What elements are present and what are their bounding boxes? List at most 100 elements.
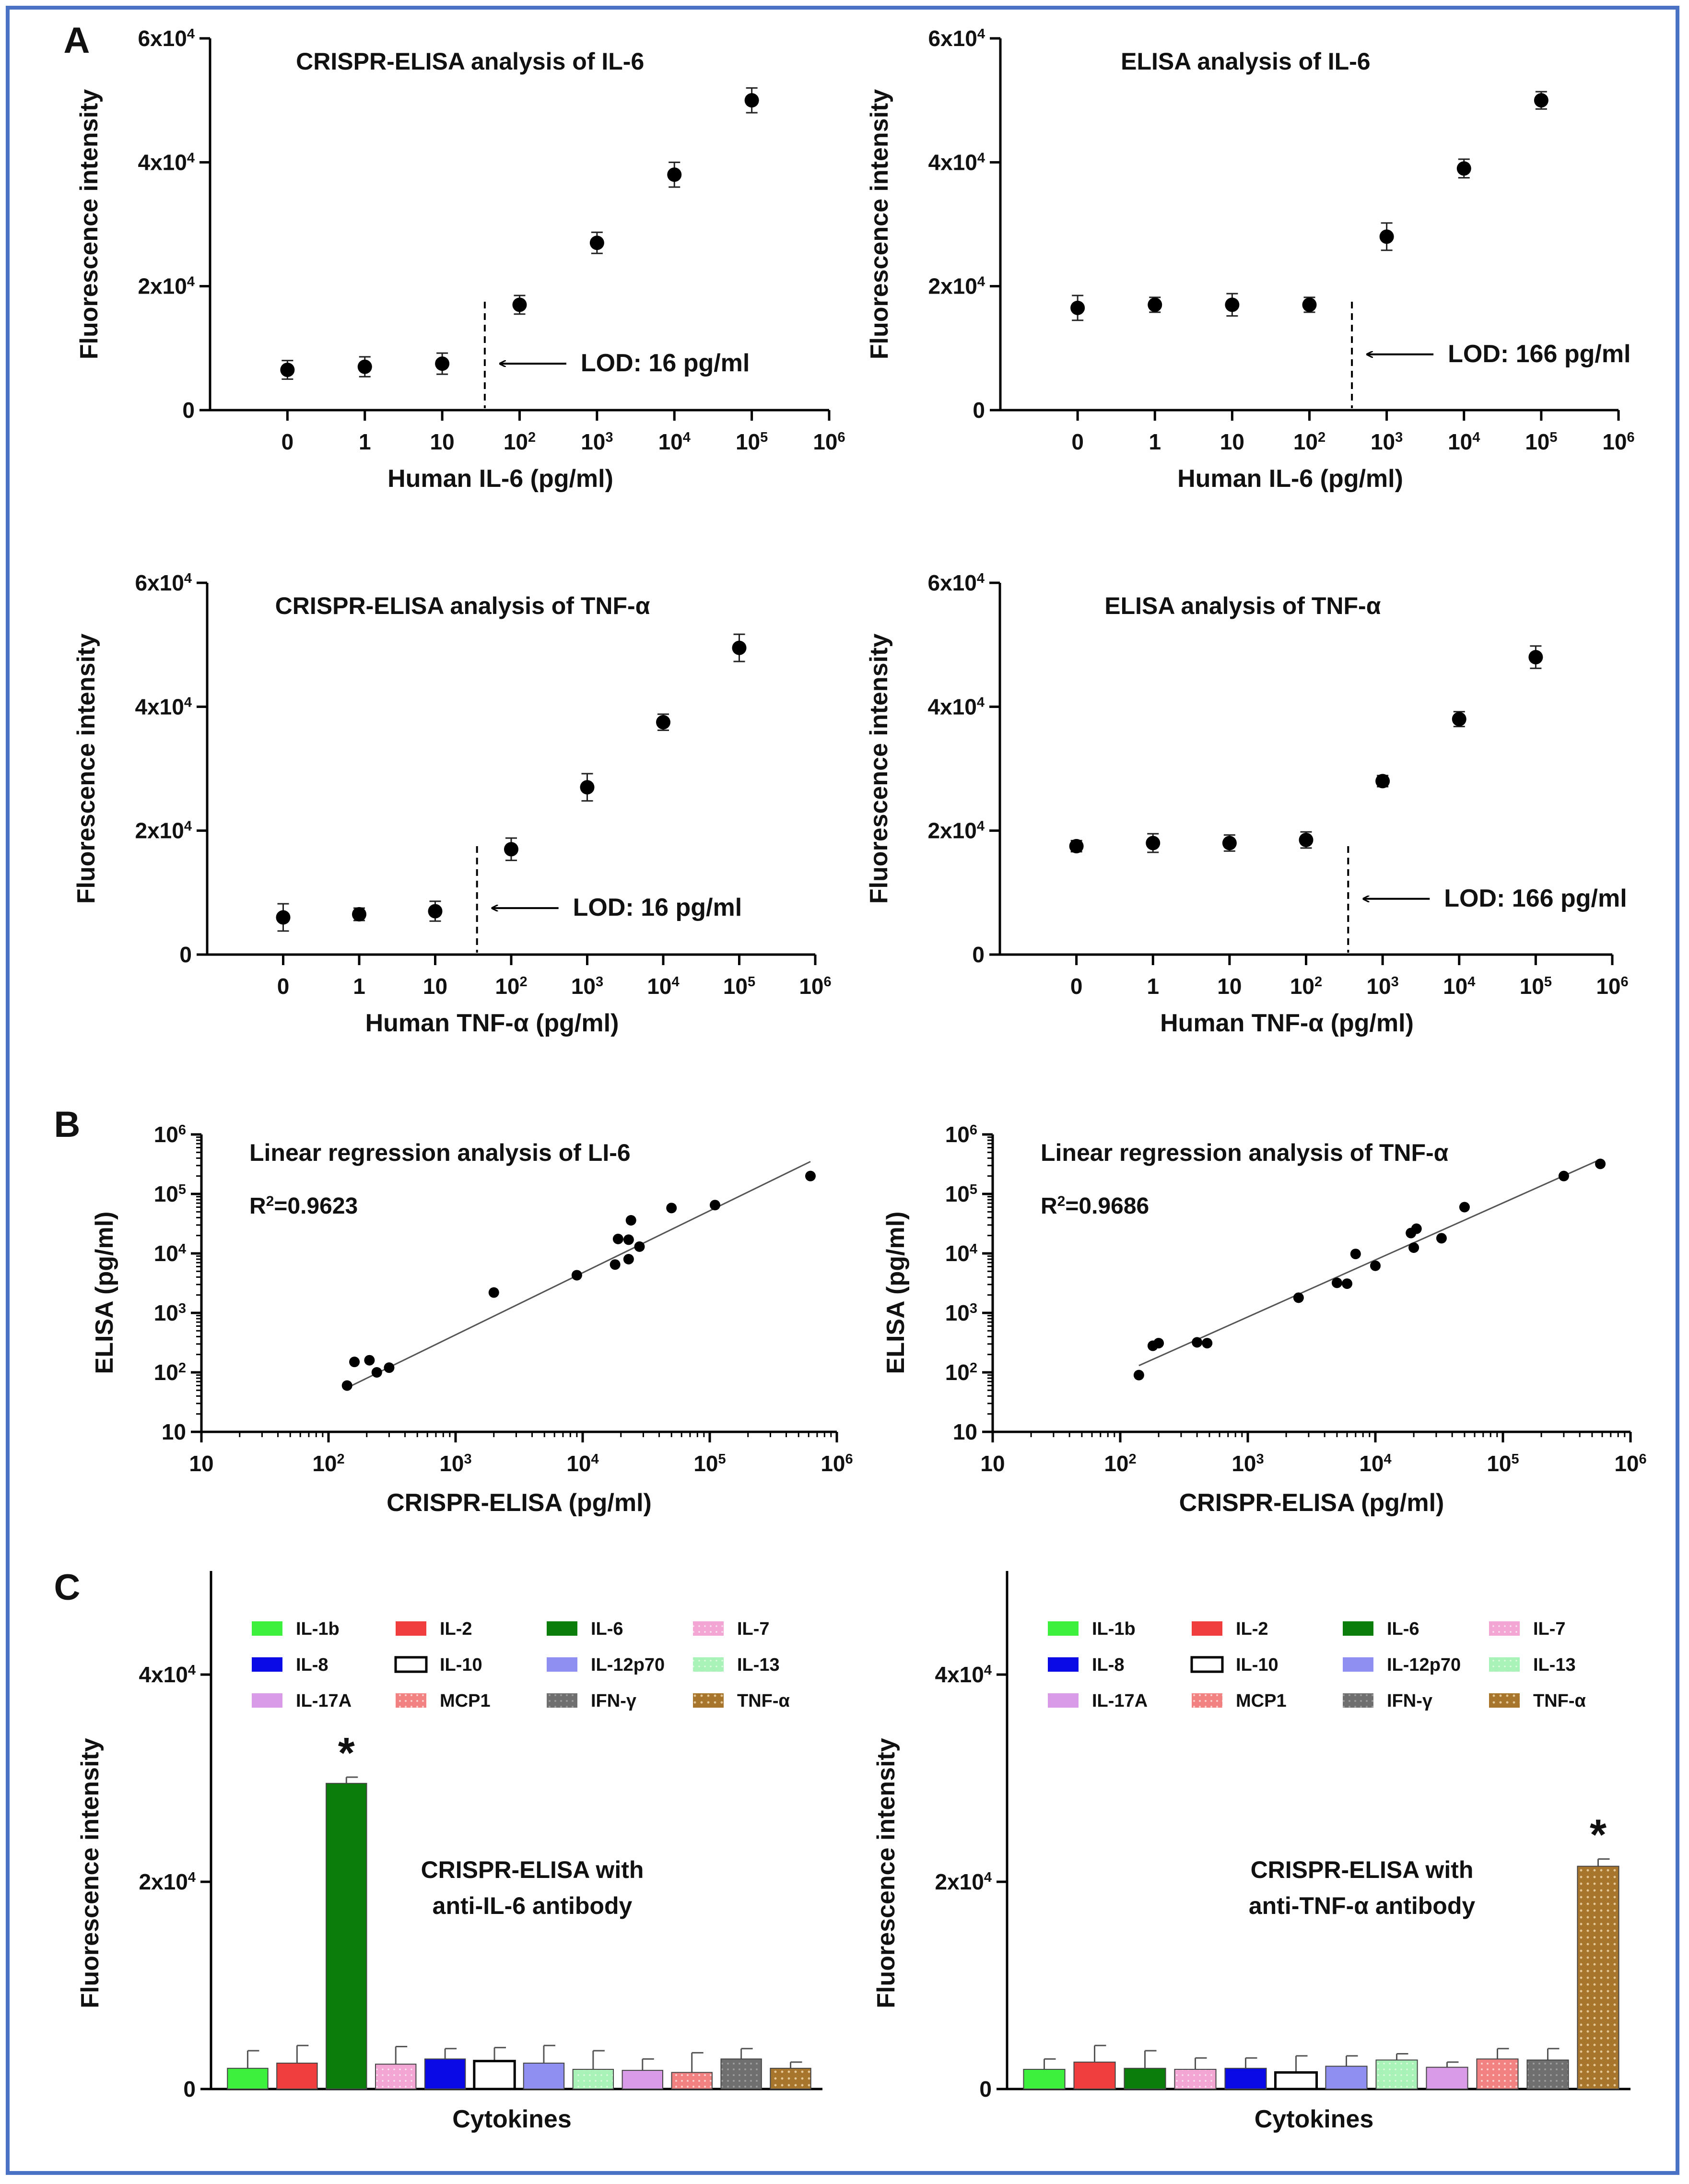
- y-tick-label: 10: [953, 1419, 977, 1444]
- bar-il-13: [1375, 2053, 1418, 2090]
- legend-swatch: [693, 1657, 724, 1672]
- x-tick-label: 10: [1220, 429, 1244, 454]
- x-tick-label: 1: [1147, 974, 1159, 999]
- legend-swatch: [693, 1693, 724, 1708]
- bar-rect: [1174, 2068, 1217, 2090]
- legend-swatch: [1343, 1657, 1373, 1672]
- point-marker: [1222, 836, 1237, 850]
- x-axis-label: Human IL-6 (pg/ml): [1177, 465, 1403, 493]
- y-tick-label: 105: [945, 1181, 977, 1206]
- bar-rect: [276, 2063, 318, 2090]
- legend-item-il-7: IL-7: [1489, 1619, 1566, 1639]
- legend-swatch: [1048, 1693, 1079, 1708]
- x-axis-label: Human IL-6 (pg/ml): [387, 465, 613, 493]
- x-tick-label: 10: [423, 974, 447, 999]
- point-marker: [1225, 297, 1240, 312]
- y-tick-label: 102: [945, 1360, 977, 1385]
- legend-swatch: [396, 1693, 426, 1708]
- data-point: [625, 1215, 636, 1226]
- y-tick-label: 105: [154, 1181, 186, 1206]
- x-tick-label: 105: [736, 429, 768, 454]
- chart-annotation: CRISPR-ELISA with: [1251, 1856, 1474, 1883]
- y-tick-label: 0: [972, 942, 985, 967]
- data-point: [571, 1270, 582, 1281]
- legend-item-ifn-: IFN-γ: [547, 1691, 636, 1711]
- point-marker: [1146, 836, 1161, 850]
- bar-rect: [720, 2058, 762, 2090]
- data-point: [623, 1234, 634, 1245]
- r-squared-label: R2=0.9686: [1041, 1193, 1149, 1219]
- bar-ifn-: [1526, 2048, 1569, 2090]
- x-tick-label: 102: [1104, 1451, 1136, 1476]
- x-tick-label: 104: [566, 1451, 598, 1476]
- data-point: [384, 1362, 395, 1373]
- point-marker: [276, 910, 291, 925]
- y-axis-label: Fluorescence intensity: [866, 89, 893, 360]
- legend-item-il-1b: IL-1b: [1048, 1619, 1136, 1639]
- data-point: [1350, 1249, 1361, 1260]
- chart-c1: 0 2x104 4x104 * IL-1b IL-2 IL-6 IL-7 IL-8 IL-10 IL…: [76, 1571, 822, 2133]
- bar-il-6: [1124, 2050, 1166, 2090]
- data-point: [1375, 774, 1390, 789]
- x-tick-label: 103: [571, 974, 603, 999]
- legend-swatch: [396, 1621, 426, 1636]
- lod-label: LOD: 16 pg/ml: [573, 894, 742, 921]
- chart-a2: 0 2x104 4x104 6x104 0 1 10 102 103 104 105 106 LOD: …: [866, 26, 1635, 493]
- x-tick-label: 10: [430, 429, 455, 454]
- point-marker: [1302, 297, 1317, 312]
- x-tick-label: 102: [504, 429, 536, 454]
- panel-label-a: A: [64, 20, 90, 61]
- y-tick-label: 0: [183, 2077, 196, 2101]
- data-point: [656, 713, 670, 731]
- bar-il-12p70: [523, 2044, 565, 2090]
- y-tick-label: 6x104: [928, 570, 985, 595]
- x-tick-label: 0: [1070, 974, 1083, 999]
- bar-rect: [1224, 2067, 1267, 2090]
- data-point: [1225, 293, 1240, 317]
- legend-label: TNF-α: [1533, 1691, 1586, 1711]
- significance-star: *: [1590, 1811, 1607, 1859]
- legend-item-il-6: IL-6: [1343, 1619, 1419, 1639]
- legend-label: IL-1b: [296, 1619, 340, 1639]
- x-tick-label: 105: [723, 974, 755, 999]
- legend-swatch: [394, 1656, 428, 1673]
- data-point: [1302, 296, 1317, 313]
- bar-il-6: *: [326, 1729, 367, 2090]
- legend-swatch: [547, 1621, 577, 1636]
- data-point: [1069, 838, 1084, 853]
- legend-label: IL-6: [1387, 1619, 1419, 1639]
- legend-label: IFN-γ: [1387, 1691, 1432, 1711]
- legend-swatch: [1048, 1657, 1079, 1672]
- x-tick-label: 103: [439, 1451, 471, 1476]
- bar-il-1b: [227, 2050, 269, 2090]
- data-point: [1153, 1338, 1164, 1349]
- y-tick-label: 6x104: [135, 570, 192, 595]
- regression-line: [1138, 1158, 1601, 1367]
- legend-item-mcp1: MCP1: [1192, 1691, 1287, 1711]
- data-point: [580, 773, 595, 802]
- x-tick-label: 102: [1293, 429, 1325, 454]
- x-axis-label: Cytokines: [452, 2105, 572, 2133]
- data-point: [352, 907, 366, 922]
- x-tick-label: 106: [821, 1451, 853, 1476]
- point-marker: [656, 715, 670, 730]
- legend-label: IL-1b: [1092, 1619, 1136, 1639]
- legend-item-il-7: IL-7: [693, 1619, 770, 1639]
- x-tick-label: 1: [1149, 429, 1161, 454]
- legend-item-il-17a: IL-17A: [1048, 1691, 1148, 1711]
- point-marker: [1534, 93, 1548, 108]
- y-tick-label: 4x104: [139, 1662, 196, 1687]
- data-point: [1456, 158, 1471, 179]
- data-point: [1299, 831, 1314, 849]
- bar-tnf-: *: [1577, 1811, 1619, 2090]
- x-tick-label: 104: [1448, 429, 1480, 454]
- bar-rect: [622, 2070, 663, 2090]
- legend-item-mcp1: MCP1: [396, 1691, 491, 1711]
- data-point: [1436, 1233, 1447, 1244]
- point-marker: [435, 356, 450, 371]
- bar-il-13: [572, 2050, 614, 2090]
- legend-label: IL-17A: [296, 1691, 352, 1711]
- panel-label-c: C: [54, 1567, 81, 1608]
